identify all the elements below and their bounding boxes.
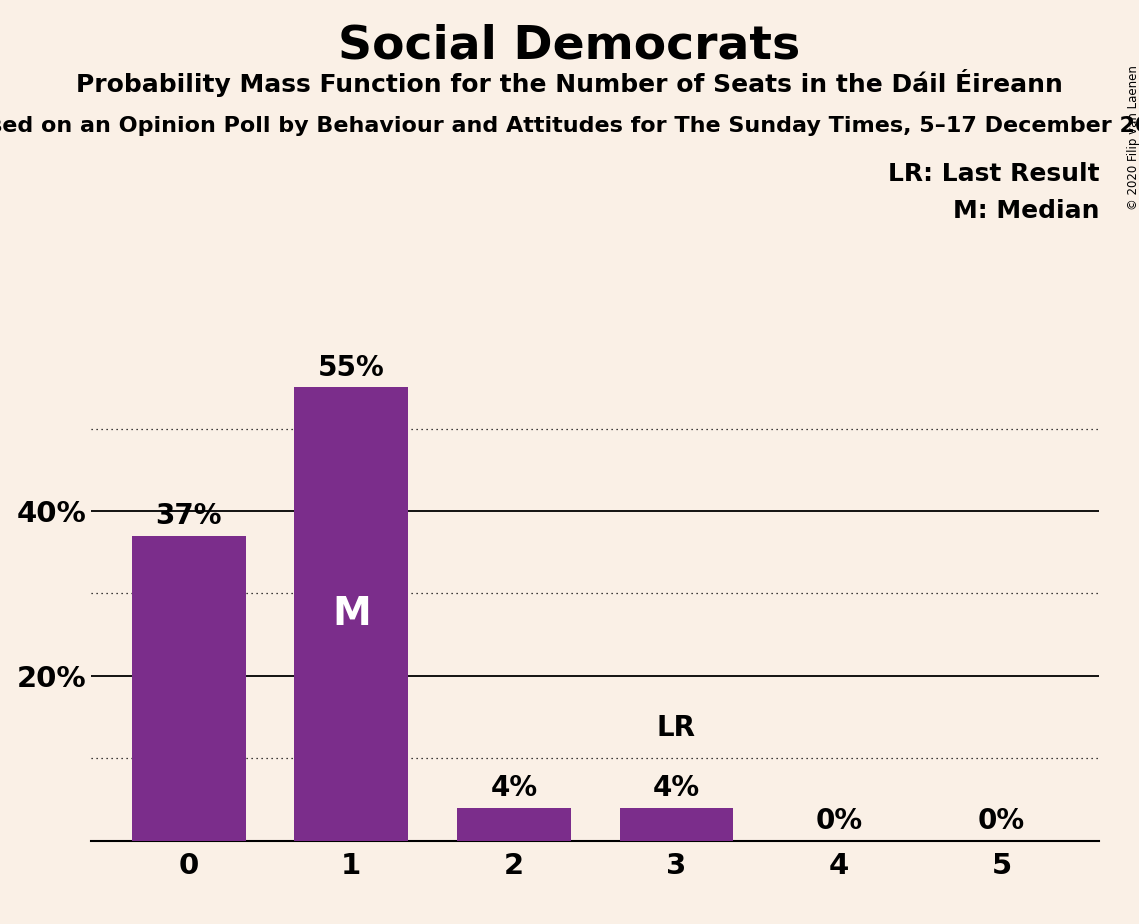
Text: LR: LR bbox=[657, 714, 696, 742]
Bar bbox=[132, 536, 246, 841]
Text: 0%: 0% bbox=[816, 807, 862, 835]
Text: 4%: 4% bbox=[490, 774, 538, 802]
Text: M: M bbox=[331, 595, 370, 633]
Text: LR: Last Result: LR: Last Result bbox=[887, 162, 1099, 186]
Bar bbox=[620, 808, 734, 841]
Bar bbox=[457, 808, 571, 841]
Text: Social Democrats: Social Democrats bbox=[338, 23, 801, 68]
Text: Probability Mass Function for the Number of Seats in the Dáil Éireann: Probability Mass Function for the Number… bbox=[76, 69, 1063, 97]
Bar bbox=[294, 387, 408, 841]
Text: 4%: 4% bbox=[653, 774, 700, 802]
Text: 55%: 55% bbox=[318, 354, 385, 382]
Text: © 2020 Filip van Laenen: © 2020 Filip van Laenen bbox=[1126, 65, 1139, 210]
Text: 37%: 37% bbox=[155, 502, 222, 530]
Text: 0%: 0% bbox=[978, 807, 1025, 835]
Text: sed on an Opinion Poll by Behaviour and Attitudes for The Sunday Times, 5–17 Dec: sed on an Opinion Poll by Behaviour and … bbox=[0, 116, 1139, 136]
Text: M: Median: M: Median bbox=[952, 199, 1099, 223]
